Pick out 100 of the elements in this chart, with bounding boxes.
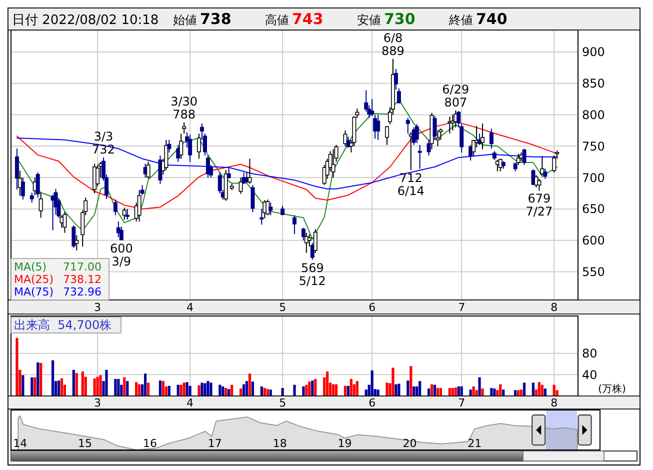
bar [499,384,502,396]
bar [448,388,451,396]
text: 安値 730 [357,10,416,28]
bar [436,388,440,396]
bar [96,376,99,396]
bar [493,388,496,396]
candlestick [331,148,336,178]
bar [410,366,412,396]
x-tick-label: 5 [279,301,286,314]
bar [123,377,126,396]
text: MA(25) 738.12 [14,273,102,286]
annotation: 712 6/14 [397,171,424,198]
candlestick [489,128,494,150]
bar [398,384,400,396]
bar [439,388,442,396]
candlestick [226,168,231,180]
bar [230,384,234,396]
x-tick-label: 3 [94,301,102,314]
y-tick-label: 40 [582,368,598,382]
bar [392,368,394,396]
annotation: 3/3 732 [92,129,115,156]
bar [469,390,472,396]
bar [356,381,358,396]
candlestick [96,164,100,187]
bar [239,388,242,396]
bar [517,390,520,396]
x-tick-label: 17 [208,437,222,450]
bar [36,362,40,396]
bar [433,384,436,396]
candlestick [146,161,150,180]
bar [266,389,269,396]
x-tick-label: 14 [13,437,28,450]
candlestick [394,68,398,90]
candlestick [167,139,172,153]
candlestick [248,158,252,184]
candlestick [72,224,76,248]
bar [314,378,317,396]
bar [334,384,338,396]
bar [394,384,398,396]
candlestick [522,148,526,166]
x-tick-label: 6 [368,301,376,314]
candlestick [543,168,548,180]
bar [454,387,457,396]
bar [245,381,248,396]
candlestick [164,139,168,171]
candlestick [376,114,380,140]
bar [198,385,200,396]
y-axis-title: (万株) [598,383,626,395]
candlestick [30,192,34,204]
bar [162,381,164,396]
y-tick-label: 750 [582,139,605,154]
x-tick-label: 15 [78,437,92,450]
bar [176,384,180,396]
bar [242,384,246,396]
bar [311,380,314,396]
bar [538,382,541,396]
text: MA(75) 732.96 [14,286,102,298]
candlestick [516,153,520,166]
bar [281,388,284,396]
bar [427,388,430,396]
bar [200,382,204,396]
x-tick-label: 7 [458,301,466,314]
candlestick [396,88,401,104]
bar [251,382,254,396]
bar [326,371,329,396]
bar [305,384,308,396]
candlestick [74,234,79,251]
bar [475,390,478,396]
bar [544,388,546,396]
bar [60,378,64,396]
y-tick-label: 80 [582,346,598,361]
bar [430,384,434,396]
text: 始値 738 [173,10,232,28]
candlestick [307,234,312,248]
bar [126,381,129,396]
bar [93,378,96,396]
bar [186,382,188,396]
x-tick-label: 4 [186,301,194,314]
bar [350,378,352,396]
bar [346,386,350,396]
bar [16,338,18,396]
chart-title: 日付 2022/08/02 10:18 [12,13,159,28]
candlestick [268,202,273,216]
bar [30,377,34,396]
y-tick-label: 850 [582,76,605,91]
candlestick [36,172,40,198]
bar [72,370,75,396]
candlestick [113,199,118,216]
bar [376,390,380,396]
x-tick-label: 21 [468,437,482,450]
bar [514,390,517,396]
annotation: 600 3/9 [110,241,133,268]
bar [332,384,335,396]
candlestick [182,122,186,134]
bar [293,384,296,396]
bar [138,384,141,396]
bar [135,382,138,396]
candlestick [137,190,142,222]
bar [168,386,170,396]
bar [532,382,535,396]
